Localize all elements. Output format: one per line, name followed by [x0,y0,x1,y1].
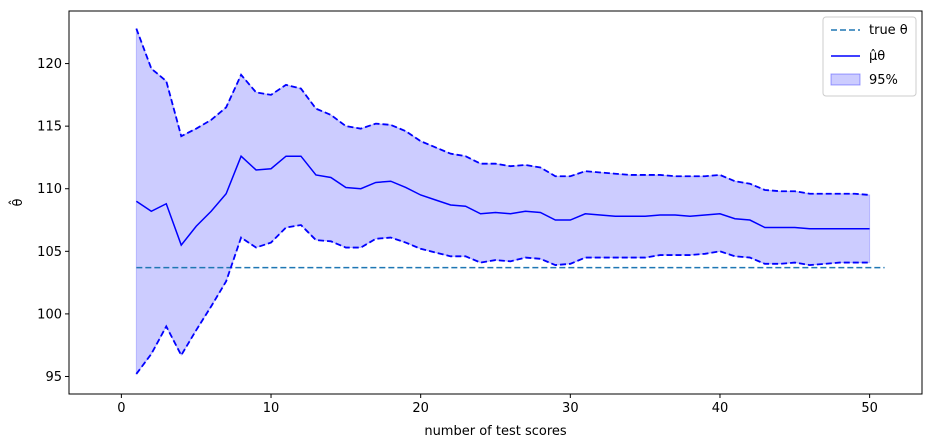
legend-95-band-swatch [830,73,861,86]
legend-true-theta-label: true θ [869,23,908,38]
y-ticks: 95 100 105 110 115 120 [37,57,69,385]
axes-layer [68,10,923,395]
x-tick-label: 50 [861,401,878,416]
y-tick-label: 120 [37,57,62,72]
lower-bound-line [135,224,870,375]
y-tick-label: 115 [37,120,62,135]
legend-box [822,16,917,97]
x-tick-label: 30 [562,401,579,416]
y-tick-label: 110 [37,182,62,197]
x-tick-label: 0 [117,401,125,416]
legend: true θ μ̂θ 95% [822,16,917,97]
y-tick-label: 100 [37,307,62,322]
x-axis-label: number of test scores [424,424,567,439]
x-tick-label: 20 [412,401,429,416]
series-line-layer [135,28,885,375]
x-ticks: 0 10 20 30 40 50 [117,394,878,416]
legend-95-band-label: 95% [869,73,898,88]
y-tick-label: 95 [45,370,62,385]
x-tick-label: 10 [263,401,280,416]
upper-bound-line [135,28,870,196]
y-tick-label: 105 [37,245,62,260]
y-axis-label: θ̂ [9,198,26,206]
mu-hat-line [135,154,870,247]
legend-mu-hat-label: μ̂θ [869,49,885,64]
plot-frame [68,10,923,395]
x-tick-label: 40 [712,401,729,416]
